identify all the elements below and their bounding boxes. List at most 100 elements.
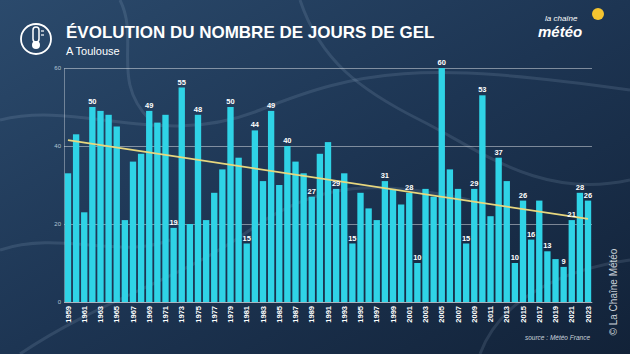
x-tick: 1971	[161, 302, 170, 323]
bar	[195, 115, 201, 302]
bar	[65, 173, 71, 302]
x-axis-line	[65, 302, 593, 303]
bar	[114, 127, 120, 303]
x-tick: 1977	[210, 302, 219, 323]
bar	[73, 134, 79, 302]
bar	[260, 181, 266, 302]
x-tick-label: 1995	[356, 306, 365, 323]
bar	[430, 197, 436, 302]
bar	[357, 193, 363, 302]
x-tick-label: 2017	[535, 306, 544, 323]
bar	[170, 228, 176, 302]
x-tick-label: 1963	[96, 306, 105, 323]
bar	[268, 111, 274, 302]
x-tick: 1989	[307, 302, 316, 323]
x-tick: 1963	[96, 302, 105, 323]
bar	[105, 115, 111, 302]
bar	[138, 154, 144, 302]
data-label: 40	[283, 136, 291, 145]
x-tick: 2013	[502, 302, 511, 323]
bar	[520, 201, 526, 302]
data-label: 15	[348, 234, 356, 243]
data-label: 28	[405, 183, 413, 192]
bar	[495, 158, 501, 302]
y-tick: 60	[54, 65, 592, 71]
title: ÉVOLUTION DU NOMBRE DE JOURS DE GEL	[66, 23, 434, 42]
bar	[235, 158, 241, 302]
bar	[422, 189, 428, 302]
x-tick-label: 2013	[502, 306, 511, 323]
bar	[455, 189, 461, 302]
bar	[219, 169, 225, 302]
bar	[333, 189, 339, 302]
data-label: 15	[462, 234, 470, 243]
bar	[504, 181, 510, 302]
bar	[439, 68, 445, 302]
data-label: 28	[576, 183, 584, 192]
x-tick: 1999	[389, 302, 398, 323]
x-tick-label: 1991	[324, 306, 333, 323]
bar	[382, 181, 388, 302]
x-tick-label: 2009	[470, 306, 479, 323]
x-tick: 1975	[194, 302, 203, 323]
x-tick: 2021	[567, 302, 576, 323]
data-label: 48	[194, 105, 202, 114]
bar	[325, 142, 331, 302]
icon-ring	[21, 24, 51, 54]
bar	[276, 185, 282, 302]
data-label: 31	[381, 171, 389, 180]
x-tick: 1987	[291, 302, 300, 323]
bar	[374, 220, 380, 302]
bar	[512, 263, 518, 302]
x-tick-label: 1961	[80, 306, 89, 323]
bar	[162, 115, 168, 302]
data-label: 10	[413, 253, 421, 262]
bar	[203, 220, 209, 302]
bar	[560, 267, 566, 302]
data-label: 21	[568, 210, 576, 219]
bar	[244, 244, 250, 303]
x-tick-label: 1977	[210, 306, 219, 323]
bar	[227, 107, 233, 302]
bar	[300, 173, 306, 302]
x-tick: 2009	[470, 302, 479, 323]
data-label: 29	[332, 179, 340, 188]
bar	[577, 193, 583, 302]
x-tick-label: 1969	[145, 306, 154, 323]
credit: © La Chaîne Météo	[608, 248, 619, 335]
y-tick-label: 0	[58, 299, 62, 305]
subtitle: A Toulouse	[66, 45, 120, 57]
grid-line	[64, 302, 592, 303]
x-tick-label: 1965	[112, 306, 121, 323]
icon-bulb	[32, 41, 40, 49]
bar	[146, 111, 152, 302]
data-label: 26	[584, 191, 592, 200]
bar	[536, 201, 542, 302]
x-tick-label: 2003	[421, 306, 430, 323]
x-tick-label: 1983	[259, 306, 268, 323]
x-tick: 1965	[112, 302, 121, 323]
x-tick: 2001	[405, 302, 414, 323]
grid-line	[64, 68, 592, 69]
data-label: 53	[478, 85, 486, 94]
bar	[390, 189, 396, 302]
bar	[398, 205, 404, 303]
x-tick: 1969	[145, 302, 154, 323]
bar	[309, 197, 315, 302]
data-label: 49	[267, 101, 275, 110]
data-label: 55	[178, 78, 186, 87]
x-axis: 1959196119631965196719691971197319751977…	[64, 302, 593, 323]
x-tick-label: 1993	[340, 306, 349, 323]
x-tick: 2015	[519, 302, 528, 323]
bar	[471, 189, 477, 302]
bar	[292, 162, 298, 302]
x-tick-label: 1981	[242, 306, 251, 323]
y-tick: 40	[54, 143, 592, 149]
x-tick-label: 1979	[226, 306, 235, 323]
bars	[65, 68, 591, 302]
data-label: 9	[562, 257, 566, 266]
chart-svg: 0204060195919611963196519671969197119731…	[0, 0, 630, 354]
chart-container: 0204060195919611963196519671969197119731…	[0, 0, 630, 354]
x-tick-label: 2005	[437, 306, 446, 323]
bar	[406, 193, 412, 302]
